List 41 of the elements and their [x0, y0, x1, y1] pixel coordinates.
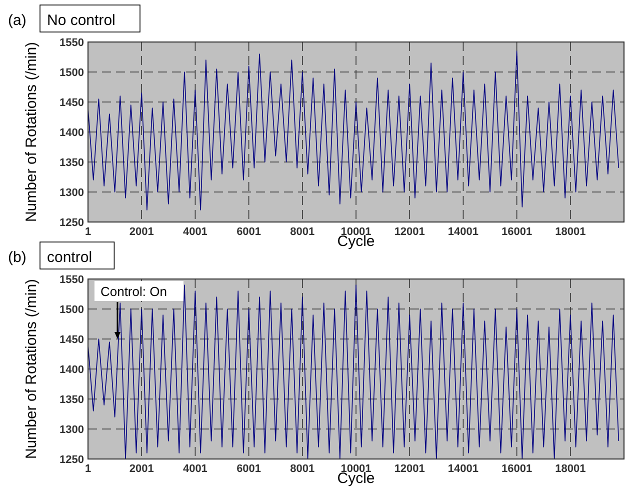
x-tick-label: 16001 — [502, 226, 532, 238]
x-tick-label: 14001 — [448, 226, 479, 238]
x-tick-label: 16001 — [502, 463, 532, 475]
x-tick-label: 8001 — [290, 463, 315, 475]
chart-title: (b) — [8, 249, 26, 266]
y-tick-label: 1300 — [60, 187, 84, 199]
y-tick-label: 1450 — [60, 334, 84, 346]
x-tick-label: 12001 — [394, 226, 425, 238]
x-tick-label: 1 — [84, 463, 92, 475]
x-tick-label: 18001 — [555, 463, 586, 475]
line-series — [88, 50, 620, 210]
x-tick-label: 4001 — [182, 226, 208, 238]
x-tick-label: 6001 — [236, 463, 262, 475]
y-tick-label: 1550 — [60, 37, 84, 49]
x-tick-label: 14001 — [448, 463, 479, 475]
y-tick-label: 1250 — [60, 454, 84, 466]
y-tick-label: 1500 — [60, 304, 84, 316]
y-tick-label: 1350 — [60, 157, 84, 169]
y-axis-title: Number of Rotations (/min) — [23, 42, 40, 222]
chart-title: (a) — [8, 12, 26, 29]
x-tick-label: 4001 — [182, 463, 208, 475]
x-tick-label: 6001 — [236, 226, 262, 238]
x-tick-label: 2001 — [129, 463, 154, 475]
x-tick-label: 8001 — [290, 226, 315, 238]
x-tick-label: 12001 — [394, 463, 425, 475]
line-series — [88, 284, 620, 460]
x-tick-label: 1 — [84, 226, 92, 238]
chart-subtitle: control — [47, 249, 92, 266]
y-tick-label: 1550 — [60, 274, 84, 286]
y-tick-label: 1350 — [60, 394, 84, 406]
y-tick-label: 1400 — [60, 127, 84, 139]
y-tick-label: 1250 — [60, 217, 84, 229]
y-tick-label: 1300 — [60, 424, 84, 436]
annotation: Control: On — [100, 284, 167, 299]
y-tick-label: 1400 — [60, 364, 84, 376]
y-tick-label: 1450 — [60, 97, 84, 109]
y-tick-label: 1500 — [60, 67, 84, 79]
x-tick-label: 2001 — [129, 226, 154, 238]
y-axis-title: Number of Rotations (/min) — [23, 278, 40, 460]
chart-subtitle: No control — [47, 12, 116, 29]
x-tick-label: 18001 — [555, 226, 586, 238]
